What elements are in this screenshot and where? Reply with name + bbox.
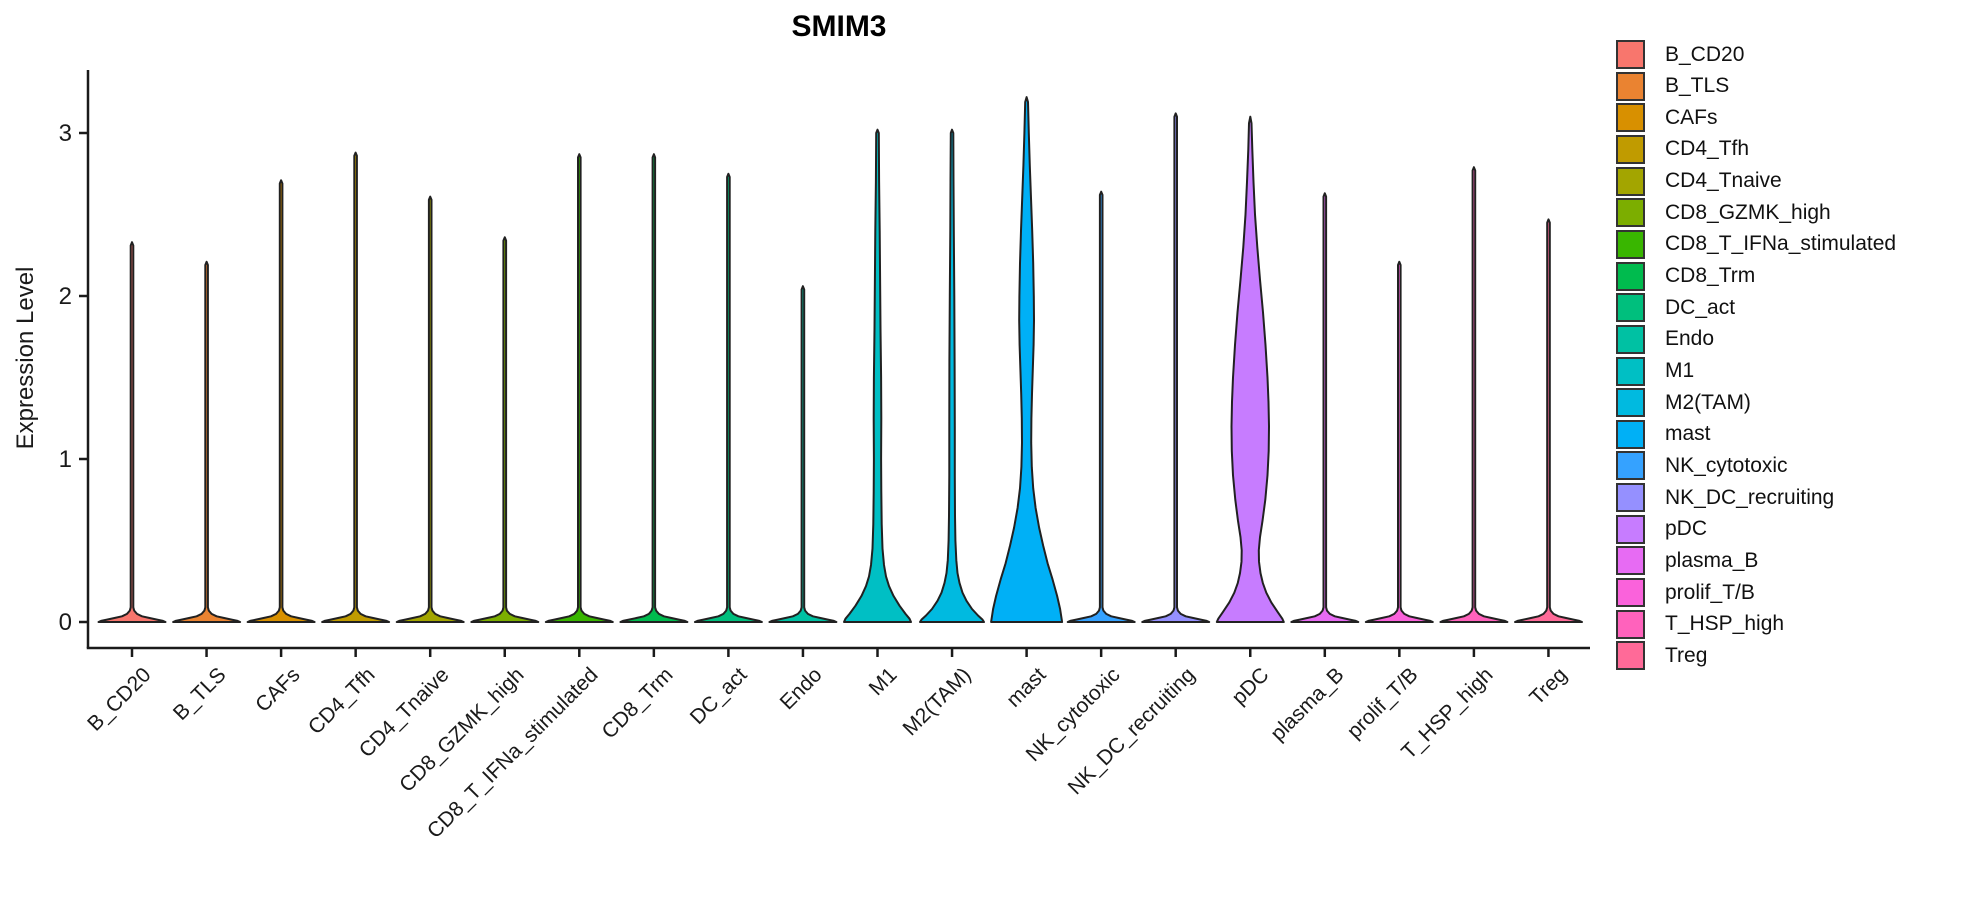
violin-M1 (843, 128, 912, 623)
legend-item: Treg (1616, 641, 1708, 671)
legend-label: M2(TAM) (1665, 390, 1751, 414)
legend-swatch-icon (1616, 293, 1645, 323)
violin-DC_act (693, 172, 763, 623)
legend-swatch-icon (1616, 166, 1645, 196)
violin-Endo (768, 285, 838, 623)
legend-item: M2(TAM) (1616, 388, 1751, 418)
legend-swatch-icon (1616, 103, 1645, 133)
legend-label: NK_cytotoxic (1665, 453, 1788, 477)
legend-label: pDC (1665, 517, 1708, 541)
legend-item: pDC (1616, 514, 1708, 544)
violin-CD8_GZMK_high (470, 236, 540, 623)
legend-item: prolif_T/B (1616, 578, 1755, 608)
legend-swatch-icon (1616, 388, 1645, 418)
violin-CAFs (246, 179, 316, 623)
legend-item: NK_DC_recruiting (1616, 483, 1835, 513)
legend-item: CD8_GZMK_high (1616, 198, 1831, 228)
y-tick-label-0: 0 (58, 609, 72, 636)
legend-label: CD8_GZMK_high (1665, 200, 1831, 224)
violin-mast (990, 96, 1064, 623)
legend-label: B_CD20 (1665, 42, 1745, 66)
violin-CD8_Trm (619, 153, 689, 623)
legend-item: plasma_B (1616, 546, 1759, 576)
legend-label: CD8_Trm (1665, 264, 1756, 288)
legend-item: CD4_Tfh (1616, 134, 1750, 164)
violin-B_CD20 (97, 241, 167, 623)
violin-M2(TAM) (919, 128, 985, 623)
legend-label: T_HSP_high (1665, 612, 1785, 636)
legend-label: NK_DC_recruiting (1665, 485, 1835, 509)
legend-item: T_HSP_high (1616, 609, 1785, 639)
page-title: SMIM3 (791, 10, 887, 43)
legend-item: NK_cytotoxic (1616, 451, 1788, 481)
legend-swatch-icon (1616, 419, 1645, 449)
violin-Treg (1514, 218, 1583, 623)
y-tick-label-2: 2 (58, 283, 72, 310)
legend-label: CD8_T_IFNa_stimulated (1665, 232, 1897, 256)
legend-swatch-icon (1616, 546, 1645, 576)
legend-label: prolif_T/B (1665, 580, 1755, 604)
legend-swatch-icon (1616, 356, 1645, 386)
legend-swatch-icon (1616, 261, 1645, 291)
violin-pDC (1215, 115, 1285, 623)
legend-item: CD8_T_IFNa_stimulated (1616, 229, 1897, 259)
legend-label: M1 (1665, 359, 1695, 382)
legend-swatch-icon (1616, 451, 1645, 481)
legend-label: mast (1665, 422, 1711, 446)
legend-swatch-icon (1616, 134, 1645, 164)
legend-item: B_TLS (1616, 71, 1730, 101)
legend-item: M1 (1616, 356, 1695, 386)
violin-NK_cytotoxic (1066, 190, 1136, 623)
violin-prolif_T/B (1364, 260, 1434, 623)
legend-swatch-icon (1616, 324, 1645, 354)
legend-swatch-icon (1616, 198, 1645, 228)
legend-label: plasma_B (1665, 548, 1759, 572)
violin-NK_DC_recruiting (1141, 112, 1211, 623)
violin-CD8_T_IFNa_stimulated (544, 153, 614, 623)
legend-label: CAFs (1665, 105, 1718, 129)
legend-item: DC_act (1616, 293, 1736, 323)
legend-item: B_CD20 (1616, 40, 1744, 69)
legend-swatch-icon (1616, 229, 1645, 259)
violin-T_HSP_high (1439, 166, 1509, 623)
legend-swatch-icon (1616, 578, 1645, 608)
legend-label: CD4_Tnaive (1665, 169, 1782, 193)
legend-swatch-icon (1616, 40, 1645, 69)
legend-swatch-icon (1616, 609, 1645, 639)
violin-B_TLS (172, 260, 242, 623)
violin-CD4_Tfh (321, 151, 391, 623)
legend-swatch-icon (1616, 514, 1645, 544)
y-tick-label-3: 3 (58, 120, 72, 147)
violin-plasma_B (1290, 192, 1360, 623)
legend-item: CAFs (1616, 103, 1718, 133)
legend-item: CD8_Trm (1616, 261, 1756, 291)
legend-label: DC_act (1665, 295, 1736, 319)
legend-swatch-icon (1616, 483, 1645, 513)
legend-item: CD4_Tnaive (1616, 166, 1782, 196)
legend-swatch-icon (1616, 71, 1645, 101)
legend-label: Endo (1665, 327, 1715, 351)
legend-label: Treg (1665, 643, 1708, 667)
legend-item: mast (1616, 419, 1711, 449)
y-tick-label-1: 1 (58, 446, 72, 473)
legend-item: Endo (1616, 324, 1715, 354)
legend-label: CD4_Tfh (1665, 137, 1750, 161)
legend-swatch-icon (1616, 641, 1645, 671)
violin-CD4_Tnaive (395, 195, 465, 623)
legend-label: B_TLS (1665, 74, 1730, 98)
